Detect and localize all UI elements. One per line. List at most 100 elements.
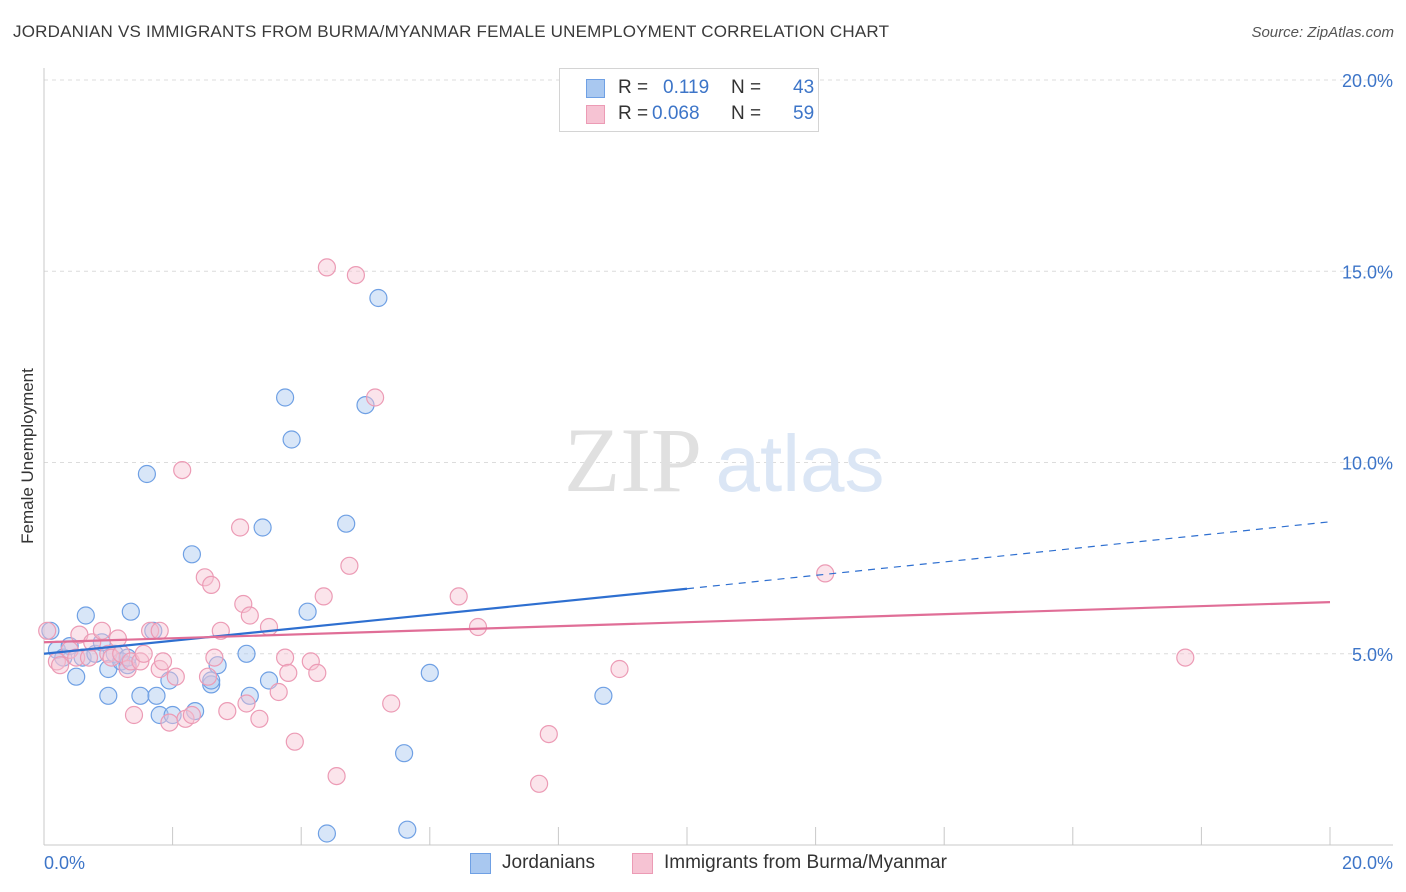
point-jordanians xyxy=(398,820,417,839)
point-burma xyxy=(160,713,179,732)
point-burma xyxy=(205,648,224,667)
point-jordanians xyxy=(337,514,356,533)
point-burma xyxy=(1176,648,1195,667)
point-burma xyxy=(202,575,221,595)
point-burma xyxy=(269,682,288,702)
point-jordanians xyxy=(147,686,166,705)
point-burma xyxy=(240,606,259,625)
point-burma xyxy=(237,694,256,713)
point-jordanians xyxy=(121,602,140,621)
legend-swatch-burma xyxy=(586,105,605,124)
trend-line-burma xyxy=(43,601,1331,644)
trend-extension-jordanians xyxy=(686,521,1331,590)
point-burma xyxy=(79,648,99,667)
point-jordanians xyxy=(253,518,272,537)
point-jordanians xyxy=(282,430,301,449)
legend-n-value: 59 xyxy=(793,103,815,124)
point-burma xyxy=(346,266,365,285)
legend-swatch-jordanians xyxy=(586,79,605,98)
point-burma xyxy=(150,621,169,640)
point-burma xyxy=(449,587,468,606)
point-burma xyxy=(124,705,144,725)
point-burma xyxy=(539,724,558,744)
legend-n-label: N = xyxy=(731,103,762,124)
point-burma xyxy=(529,774,549,793)
y-tick-label: 10.0% xyxy=(1342,454,1393,474)
point-jordanians xyxy=(298,602,317,621)
point-burma xyxy=(38,621,57,640)
legend-n-label: N = xyxy=(731,77,762,98)
x-tick-label: 20.0% xyxy=(1342,853,1393,873)
point-burma xyxy=(231,518,250,537)
watermark-zip: ZIP xyxy=(564,409,702,511)
point-jordanians xyxy=(67,667,86,686)
source-label: Source: ZipAtlas.com xyxy=(1251,24,1394,41)
point-burma xyxy=(166,667,185,686)
point-jordanians xyxy=(356,396,375,415)
point-jordanians xyxy=(150,705,169,725)
point-jordanians xyxy=(395,744,414,763)
watermark-atlas: atlas xyxy=(716,419,885,508)
point-burma xyxy=(108,629,128,648)
point-burma xyxy=(182,705,201,725)
point-burma xyxy=(314,587,333,606)
point-burma xyxy=(173,461,192,480)
data-points xyxy=(38,258,1195,843)
point-burma xyxy=(285,732,304,751)
point-burma xyxy=(327,766,346,786)
point-jordanians xyxy=(237,644,256,663)
point-jordanians xyxy=(137,464,156,484)
point-jordanians xyxy=(131,686,150,705)
axes xyxy=(43,68,1393,846)
legend-swatch-burma xyxy=(632,853,653,874)
x-tick-label: 0.0% xyxy=(44,853,85,873)
tick-labels: 5.0% 10.0% 15.0% 20.0% 0.0% 20.0% xyxy=(44,71,1393,873)
point-burma xyxy=(153,652,173,671)
point-burma xyxy=(382,694,401,713)
point-burma xyxy=(67,648,86,667)
point-jordanians xyxy=(99,686,118,705)
point-jordanians xyxy=(317,824,336,843)
y-tick-label: 5.0% xyxy=(1352,645,1393,665)
point-burma xyxy=(102,648,121,667)
point-jordanians xyxy=(420,663,439,683)
legend-label-jordanians: Jordanians xyxy=(502,852,595,873)
legend-label-burma: Immigrants from Burma/Myanmar xyxy=(664,852,947,873)
point-jordanians xyxy=(76,606,95,625)
point-burma xyxy=(259,617,279,637)
point-burma xyxy=(92,621,112,640)
legend-r-value: 0.068 xyxy=(652,103,700,124)
point-burma xyxy=(234,594,253,614)
point-burma xyxy=(340,556,359,575)
point-burma xyxy=(198,667,218,686)
point-burma xyxy=(195,568,214,587)
point-jordanians xyxy=(369,288,388,308)
point-jordanians xyxy=(276,388,295,407)
y-tick-label: 20.0% xyxy=(1342,71,1393,91)
legend-r-label: R = xyxy=(618,103,649,124)
gridlines xyxy=(44,79,1393,655)
trend-line-jordanians xyxy=(43,587,688,655)
legend-r-label: R = xyxy=(618,77,649,98)
point-burma xyxy=(610,659,629,679)
chart-title: JORDANIAN VS IMMIGRANTS FROM BURMA/MYANM… xyxy=(13,22,890,41)
point-burma xyxy=(134,644,153,663)
point-burma xyxy=(50,656,70,675)
point-burma xyxy=(276,648,295,667)
point-burma xyxy=(366,388,385,407)
legend-swatch-jordanians xyxy=(470,853,491,874)
point-jordanians xyxy=(594,686,613,705)
point-burma xyxy=(468,617,488,637)
y-tick-label: 15.0% xyxy=(1342,262,1393,282)
legend-r-value: 0.119 xyxy=(663,77,710,98)
point-jordanians xyxy=(182,545,201,564)
point-burma xyxy=(308,663,327,683)
correlation-legend: R = 0.119 N = 43 R = 0.068 N = 59 xyxy=(559,68,819,132)
point-burma xyxy=(250,709,269,728)
legend-n-value: 43 xyxy=(793,77,815,98)
point-burma xyxy=(301,652,320,671)
point-burma xyxy=(317,258,336,277)
point-burma xyxy=(279,663,298,683)
point-burma xyxy=(218,701,237,721)
